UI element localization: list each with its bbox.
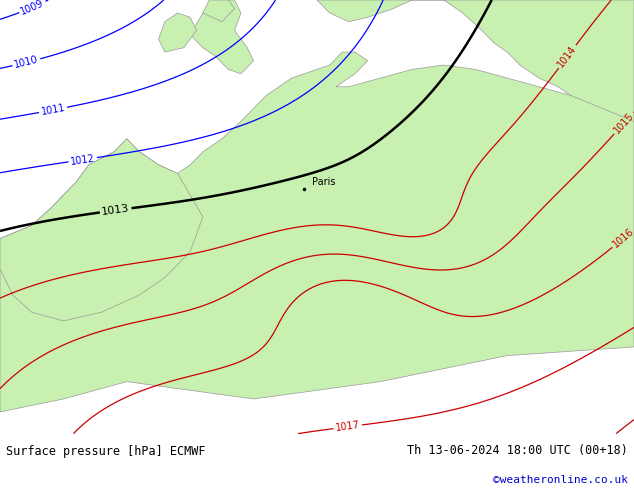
- Polygon shape: [0, 52, 634, 412]
- Polygon shape: [0, 139, 203, 321]
- Text: Surface pressure [hPa] ECMWF: Surface pressure [hPa] ECMWF: [6, 445, 206, 458]
- Text: 1010: 1010: [13, 54, 39, 70]
- Text: 1011: 1011: [40, 103, 66, 117]
- Polygon shape: [190, 0, 254, 74]
- Polygon shape: [317, 0, 634, 139]
- Polygon shape: [158, 13, 197, 52]
- Text: 1015: 1015: [612, 111, 634, 136]
- Text: Th 13-06-2024 18:00 UTC (00+18): Th 13-06-2024 18:00 UTC (00+18): [407, 444, 628, 457]
- Text: ©weatheronline.co.uk: ©weatheronline.co.uk: [493, 475, 628, 485]
- Text: 1012: 1012: [70, 153, 96, 167]
- Polygon shape: [203, 0, 235, 22]
- Text: 1014: 1014: [556, 44, 579, 70]
- Text: 1009: 1009: [19, 0, 46, 17]
- Text: Paris: Paris: [312, 177, 335, 187]
- Text: 1017: 1017: [335, 420, 361, 433]
- Text: 1013: 1013: [101, 203, 130, 217]
- Text: 1016: 1016: [611, 226, 634, 250]
